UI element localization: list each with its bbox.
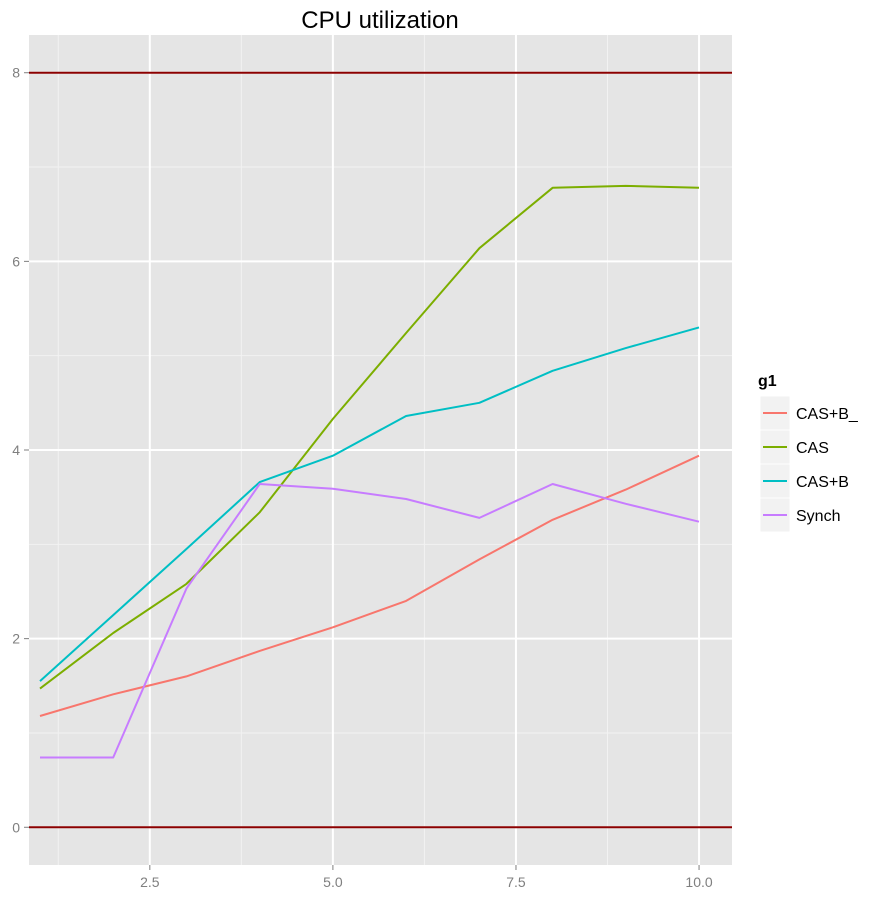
y-tick-label: 2 [12, 631, 20, 647]
y-tick-label: 6 [12, 253, 20, 269]
y-tick-label: 8 [12, 65, 20, 81]
major-gridlines [29, 35, 732, 865]
legend: g1 CAS+B_ CAS CAS+B Synch [758, 373, 859, 533]
legend-label: CAS+B_ [796, 406, 859, 423]
series-line [39, 184, 700, 690]
x-tick-label: 7.5 [506, 874, 526, 890]
legend-title: g1 [758, 373, 777, 390]
series-line [39, 454, 700, 717]
x-axis: 2.5 5.0 7.5 10.0 [140, 865, 713, 890]
x-tick-label: 2.5 [140, 874, 160, 890]
reference-lines [29, 71, 732, 829]
series-lines [39, 184, 700, 759]
legend-label: Synch [796, 508, 840, 525]
chart-title: CPU utilization [301, 7, 458, 34]
y-tick-label: 0 [12, 819, 20, 835]
y-axis: 0 2 4 6 8 [12, 65, 29, 835]
x-tick-label: 10.0 [685, 874, 712, 890]
x-tick-label: 5.0 [323, 874, 343, 890]
y-tick-label: 4 [12, 442, 20, 458]
series-line [40, 483, 700, 759]
legend-label: CAS [796, 440, 829, 457]
legend-label: CAS+B [796, 474, 849, 491]
series-line [39, 326, 700, 682]
